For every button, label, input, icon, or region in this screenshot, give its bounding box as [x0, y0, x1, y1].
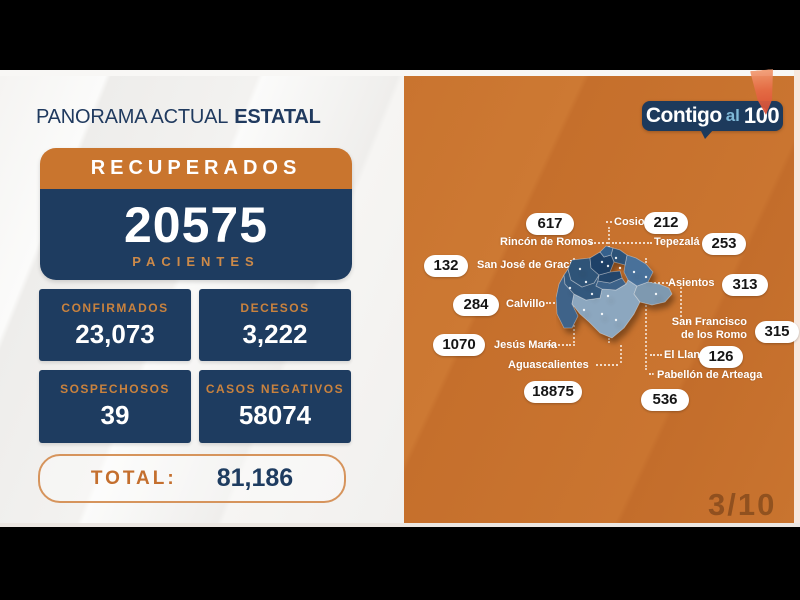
stat-label: SOSPECHOSOS [60, 382, 170, 396]
map-region-cosio [599, 245, 614, 258]
map-badge-cosio: 212 [644, 212, 688, 234]
map-badge-asientos: 313 [722, 274, 768, 296]
map-badge-rincon-de-romos: 617 [526, 213, 574, 235]
map-label-cosio: Cosio [614, 216, 645, 228]
total-value: 81,186 [216, 464, 294, 492]
map-label-el-llano: El Llano [664, 349, 707, 361]
recovered-value: 20575 [123, 197, 269, 253]
map-label-jesus-maria: Jesús María [494, 339, 557, 351]
recovered-card-header: RECUPERADOS [40, 148, 352, 189]
map-region-asientos [623, 254, 654, 287]
leader-line [547, 344, 571, 346]
map-label-pabellon-de-arteaga: Pabellón de Arteaga [657, 369, 763, 381]
aguascalientes-choropleth-map [556, 245, 673, 339]
page-title-bold: ESTATAL [234, 106, 321, 128]
stat-label: DECESOS [240, 300, 310, 315]
leader-line [590, 242, 608, 244]
stat-card-casos-negativos: CASOS NEGATIVOS 58074 [199, 370, 351, 443]
stat-card-decesos: DECESOS 3,222 [199, 289, 351, 361]
map-label-san-francisco-de-los-romo: San Francisco de los Romo [671, 316, 747, 341]
map-label-aguascalientes: Aguascalientes [508, 359, 589, 371]
map-badge-san-jose-de-gracia: 132 [424, 255, 468, 277]
recovered-unit: PACIENTES [132, 254, 260, 269]
top-divider [0, 70, 800, 76]
map-label-rincon-de-romos: Rincón de Romos [500, 236, 594, 248]
stat-value: 23,073 [75, 318, 155, 349]
map-badge-pabellon-de-arteaga: 536 [641, 389, 689, 411]
letterbox-top [0, 0, 800, 70]
map-region-san-jose-de-gracia [567, 257, 600, 288]
map-label-asientos: Asientos [668, 277, 715, 289]
map-badge-aguascalientes: 18875 [524, 381, 582, 403]
stat-label: CASOS NEGATIVOS [205, 382, 345, 396]
page-title-regular: PANORAMA ACTUAL [36, 106, 229, 128]
letterbox-bottom [0, 527, 800, 600]
leader-line [612, 242, 652, 244]
map-region-calvillo [556, 274, 579, 329]
leader-line [680, 287, 682, 317]
contigo-al-100-logo: Contigo al 100 [642, 101, 783, 131]
map-region-rincon-de-romos [589, 251, 615, 276]
page-title: PANORAMA ACTUAL ESTATAL [36, 106, 321, 129]
right-edge-strip [794, 70, 800, 523]
page-indicator: 3/10 [708, 487, 777, 522]
leader-line [645, 258, 647, 370]
map-region-san-francisco-de-los-romo [595, 277, 627, 291]
total-label: TOTAL: [90, 467, 177, 489]
map-badge-calvillo: 284 [453, 294, 499, 316]
stat-value: 39 [100, 400, 130, 430]
leader-line [650, 354, 662, 356]
map-label-tepezala: Tepezalá [654, 236, 700, 248]
recovered-card-body: 20575 PACIENTES [40, 189, 352, 280]
leader-line [649, 373, 654, 375]
leader-line [646, 282, 672, 284]
stat-value: 3,222 [242, 318, 308, 349]
map-badge-san-francisco-de-los-romo: 315 [755, 321, 799, 343]
leader-line [596, 364, 618, 366]
logo-speech-tail [700, 129, 714, 139]
map-badge-jesus-maria: 1070 [433, 334, 485, 356]
leader-line [606, 221, 612, 223]
map-badge-el-llano: 126 [699, 346, 743, 368]
map-label-san-jose-de-gracia: San José de Gracia [477, 259, 579, 271]
stat-value: 58074 [238, 400, 312, 430]
stat-card-confirmados: CONFIRMADOS 23,073 [39, 289, 191, 361]
recovered-card: RECUPERADOS 20575 PACIENTES [40, 148, 352, 280]
map-region-el-llano [633, 281, 673, 306]
bottom-divider [0, 523, 800, 527]
leader-line [686, 321, 691, 323]
leader-line [620, 345, 622, 363]
logo-word-contigo: Contigo [645, 104, 722, 127]
map-label-calvillo: Calvillo [506, 298, 546, 310]
map-town-dots [568, 256, 658, 322]
total-box: TOTAL: 81,186 [38, 454, 346, 503]
stat-label: CONFIRMADOS [61, 300, 169, 315]
logo-word-al: al [725, 106, 740, 125]
map-badge-tepezala: 253 [702, 233, 746, 255]
stat-card-sospechosos: SOSPECHOSOS 39 [39, 370, 191, 443]
